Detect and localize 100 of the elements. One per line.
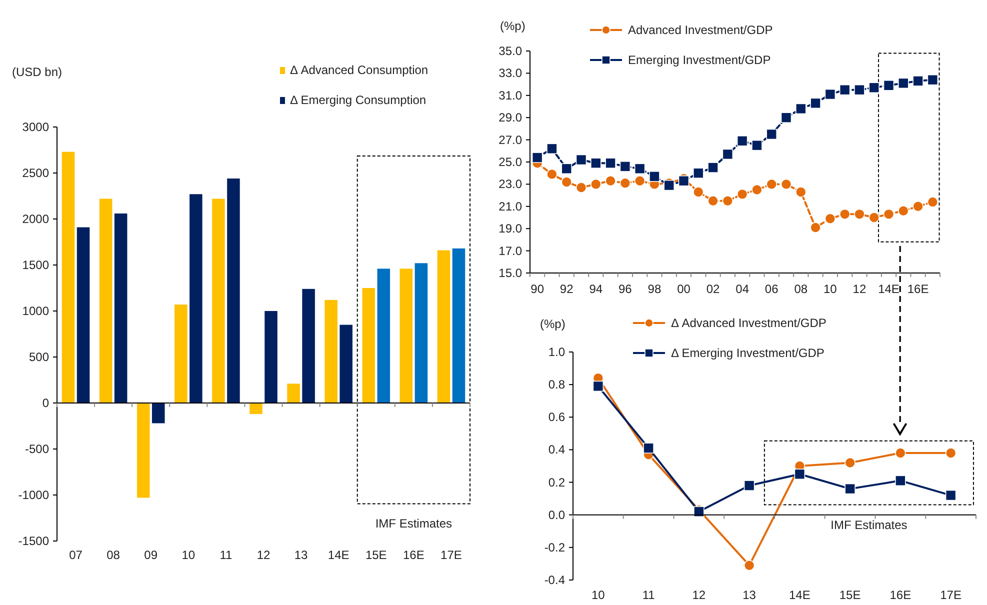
bar: [340, 324, 352, 403]
point: [912, 201, 924, 212]
annotation: IMF Estimates: [830, 518, 908, 532]
annotation: IMF Estimates: [375, 516, 452, 531]
y-axis-title: (%p): [540, 317, 566, 331]
y-tick-label: 0.2: [548, 475, 566, 490]
y-tick-label: 500: [28, 350, 50, 364]
y-tick-label: 19.0: [498, 222, 522, 236]
y-tick-label: 0.4: [548, 442, 566, 457]
x-tick-label: 04: [736, 282, 750, 296]
x-tick-label: 10: [824, 282, 838, 296]
y-tick-label: -1500: [18, 534, 50, 548]
x-tick-label: 16E: [403, 548, 424, 562]
bar: [76, 227, 90, 403]
y-tick-label: 0.0: [548, 508, 566, 522]
bar: [324, 300, 338, 403]
x-tick-label: 10: [592, 588, 606, 602]
x-tick-label: 17E: [440, 548, 462, 562]
x-tick-label: 11: [642, 588, 656, 602]
bar: [62, 152, 75, 403]
point: [605, 158, 616, 169]
x-tick-label: 13: [742, 588, 756, 602]
y-axis-title: (%p): [500, 19, 526, 33]
x-tick-label: 12: [852, 282, 866, 296]
x-tick-label: 10: [182, 548, 196, 562]
point: [722, 148, 734, 160]
bar: [264, 311, 278, 403]
bar: [362, 288, 376, 403]
point: [766, 178, 778, 190]
y-tick-label: 25.0: [498, 155, 522, 169]
point: [927, 196, 938, 208]
bar: [400, 268, 413, 403]
bar: [174, 304, 188, 403]
point: [736, 188, 748, 200]
x-tick-label: 02: [706, 282, 720, 296]
point: [895, 448, 906, 458]
point: [895, 475, 906, 486]
point: [605, 175, 616, 186]
point: [752, 184, 762, 196]
point: [620, 161, 631, 172]
bar: [302, 288, 315, 403]
point: [620, 178, 631, 188]
point: [561, 176, 572, 188]
point: [590, 178, 602, 190]
point: [649, 171, 660, 182]
point: [883, 208, 894, 220]
y-tick-label: 1000: [22, 304, 50, 318]
x-tick-label: 16E: [890, 588, 912, 602]
point: [708, 195, 718, 206]
point: [722, 195, 734, 206]
y-tick-label: 0: [42, 396, 50, 410]
y-tick-label: -0.4: [544, 573, 566, 587]
bar: [414, 263, 428, 403]
y-tick-label: 27.0: [498, 132, 522, 147]
point: [898, 205, 909, 216]
x-tick-label: 13: [294, 548, 308, 562]
bar: [136, 403, 150, 498]
point: [590, 158, 602, 169]
bar: [99, 198, 112, 403]
point: [810, 98, 821, 109]
bar: [287, 384, 300, 403]
point: [844, 483, 856, 494]
y-tick-label: 2000: [22, 212, 50, 226]
y-tick-label: 15.0: [498, 266, 522, 280]
x-tick-label: 14E: [789, 588, 810, 602]
bar: [377, 268, 390, 403]
legend-label: Emerging Investment/GDP: [628, 53, 771, 67]
bar: [190, 194, 202, 403]
y-tick-label: 0.6: [548, 410, 566, 424]
bar: [250, 403, 262, 414]
point: [546, 143, 558, 154]
x-tick-label: 07: [69, 548, 83, 562]
y-tick-label: 3000: [22, 120, 50, 134]
x-tick-label: 17E: [940, 588, 962, 602]
point: [794, 468, 806, 480]
point: [692, 186, 704, 198]
point: [576, 182, 587, 193]
point: [927, 74, 938, 86]
y-tick-label: -0.2: [544, 540, 566, 554]
point: [883, 80, 894, 91]
x-tick-label: 11: [220, 548, 233, 562]
point: [780, 112, 792, 123]
x-tick-label: 00: [677, 282, 691, 296]
x-tick-label: 08: [794, 282, 808, 296]
point: [912, 76, 924, 86]
y-tick-label: 21.0: [498, 199, 522, 214]
point: [844, 457, 856, 468]
point: [664, 180, 675, 191]
point: [766, 128, 778, 140]
legend-label: Δ Advanced Investment/GDP: [671, 316, 826, 330]
y-tick-label: 2500: [22, 166, 50, 180]
point: [634, 163, 646, 174]
bar: [212, 198, 225, 403]
x-tick-label: 12: [256, 548, 270, 562]
legend-label: Advanced Investment/GDP: [628, 23, 773, 37]
x-tick-label: 90: [530, 282, 544, 296]
point: [839, 84, 850, 96]
y-tick-label: -1000: [18, 488, 50, 502]
y-tick-label: 1500: [22, 258, 50, 272]
legend-label: Δ Emerging Consumption: [290, 93, 426, 107]
